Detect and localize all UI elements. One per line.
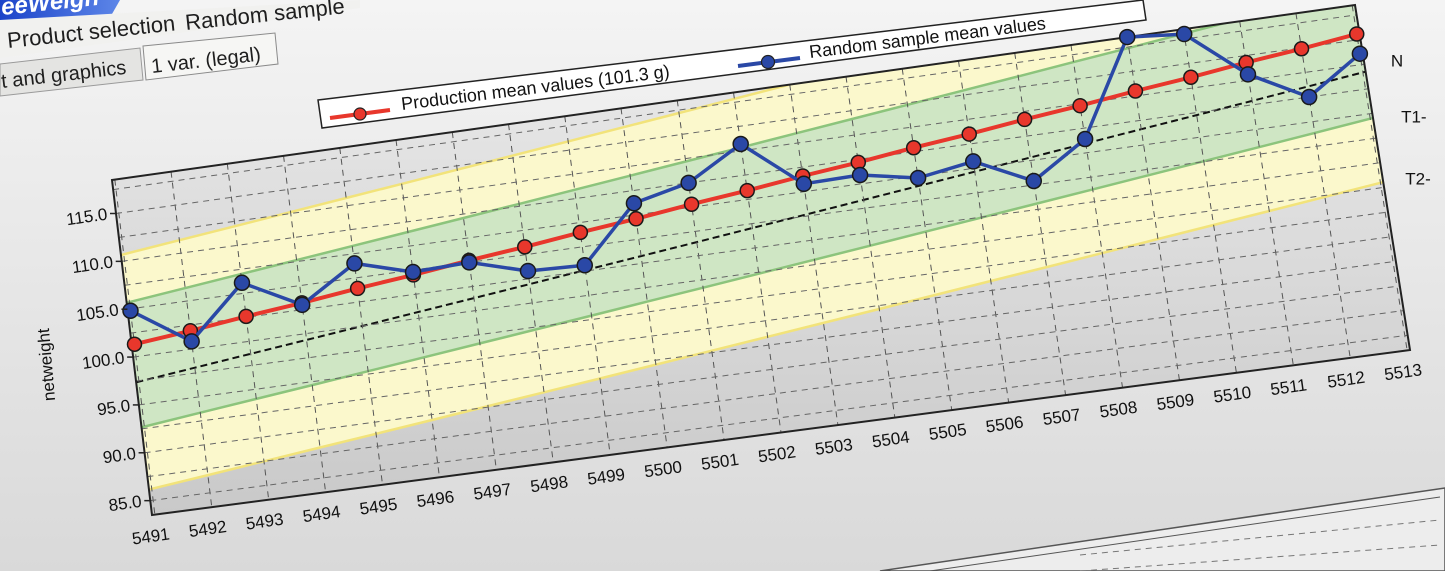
x-tick-label: 5511	[1269, 375, 1308, 399]
sample-point	[851, 166, 869, 184]
grid-vertical	[901, 68, 953, 411]
band-label: N	[1391, 51, 1403, 70]
sample-point	[1239, 66, 1257, 83]
sample-point	[122, 302, 139, 319]
sample-point	[1175, 25, 1193, 43]
grid-vertical	[283, 155, 327, 493]
grid-horizontal	[138, 236, 1392, 406]
sample-point	[1351, 45, 1369, 62]
production-point	[628, 211, 644, 227]
y-tick-label: 95.0	[96, 396, 131, 419]
grid-horizontal	[121, 88, 1369, 262]
sample-point	[1118, 28, 1136, 46]
production-point	[1072, 97, 1088, 114]
grid-horizontal	[127, 137, 1377, 310]
band-label: T2-	[1405, 169, 1431, 188]
sample-point	[625, 195, 643, 212]
grid-vertical	[845, 76, 896, 418]
production-point	[739, 182, 755, 199]
production-point	[1127, 83, 1144, 99]
grid-vertical	[676, 100, 725, 441]
nominal-line	[112, 57, 1410, 397]
grid-vertical	[339, 147, 384, 485]
sample-point	[519, 262, 537, 280]
sample-point	[680, 174, 697, 192]
grid-vertical	[957, 60, 1010, 403]
production-point	[1016, 111, 1033, 128]
series-random-sample-mean	[122, 25, 1369, 350]
production-point	[961, 126, 977, 142]
grid-vertical	[1182, 29, 1237, 373]
grid-horizontal	[124, 112, 1373, 286]
grid-horizontal	[135, 211, 1389, 382]
sample-point	[183, 333, 200, 350]
production-point	[1183, 69, 1199, 86]
production-point	[126, 336, 143, 352]
grid-horizontal	[147, 310, 1404, 478]
sample-point	[461, 254, 478, 271]
grid-vertical	[620, 108, 668, 448]
grid-vertical	[789, 84, 839, 426]
control-chart: 5491 5492 5493 5494 5495 5496 5497 5498 5499 5500…	[34, 0, 1431, 549]
sample-point	[233, 274, 251, 292]
sample-point	[1300, 88, 1318, 106]
sample-point	[909, 169, 927, 187]
sample-point	[795, 175, 813, 193]
y-tick-label: 90.0	[102, 444, 137, 467]
legend-marker-sample	[760, 54, 776, 70]
grid-horizontal	[133, 186, 1385, 358]
grid-vertical	[1295, 13, 1351, 358]
band-label: T1-	[1401, 107, 1427, 126]
sample-point	[965, 153, 982, 170]
grid-vertical	[451, 132, 497, 470]
plot-frame	[110, 3, 1412, 517]
sample-point	[1076, 130, 1094, 148]
tab-text-and-graphics[interactable]	[0, 47, 144, 97]
sample-point	[346, 255, 363, 272]
title-bar: eeWeigh	[0, 0, 120, 22]
production-point	[683, 196, 700, 212]
grid-horizontal	[113, 14, 1357, 191]
grid-horizontal	[141, 260, 1396, 430]
production-point	[572, 224, 589, 241]
production-point	[905, 139, 922, 156]
sample-point	[404, 263, 422, 281]
grid-vertical	[508, 124, 554, 463]
grid-horizontal	[150, 334, 1408, 502]
sample-point	[293, 296, 311, 314]
grid-vertical	[395, 139, 440, 478]
production-point	[349, 280, 366, 297]
grid-vertical	[226, 163, 270, 500]
sample-point	[1025, 172, 1043, 190]
legend-marker-production	[353, 107, 367, 121]
production-point	[1348, 26, 1365, 42]
sample-point	[732, 135, 749, 153]
y-tick-label: 85.0	[107, 492, 142, 515]
grid-horizontal	[130, 162, 1381, 334]
production-point	[1293, 41, 1310, 57]
production-point	[517, 239, 533, 255]
production-point	[238, 308, 254, 325]
band-labels: T2+T1+NT1-T2-	[1381, 0, 1431, 188]
sample-point	[576, 257, 594, 274]
grid-vertical	[1014, 52, 1067, 396]
grid-vertical	[1351, 5, 1408, 351]
grid-horizontal	[115, 39, 1361, 214]
lower-chart-panel	[879, 487, 1445, 571]
grid-vertical	[564, 116, 611, 455]
grid-horizontal	[144, 285, 1400, 454]
tab-1-var-legal[interactable]	[142, 32, 279, 81]
inner-tolerance-band	[112, 5, 1410, 441]
